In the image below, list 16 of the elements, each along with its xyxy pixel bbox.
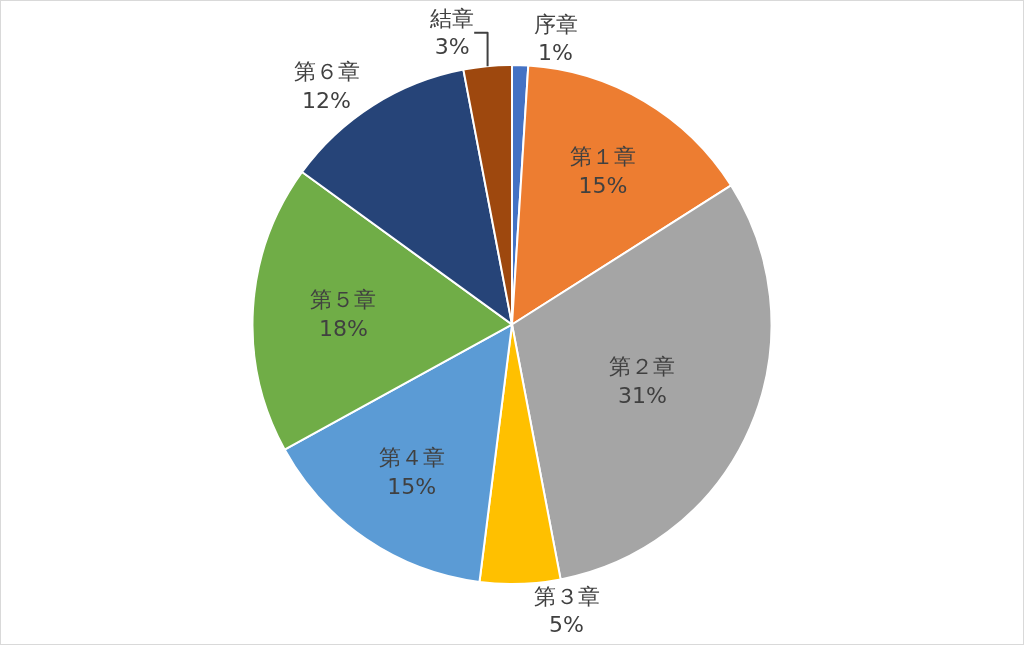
slice-label: 第３章 — [533, 583, 600, 609]
slice-label: 第１章 — [569, 144, 636, 170]
slice-label: 第２章 — [609, 354, 676, 380]
slice-label: 結章 — [429, 5, 475, 31]
slice-label: 第６章 — [293, 59, 360, 85]
data-label: 15% — [387, 473, 437, 499]
data-label: 18% — [318, 315, 368, 341]
data-label: 31% — [617, 382, 667, 408]
data-label: 5% — [549, 612, 584, 638]
data-label: 3% — [434, 34, 470, 60]
slice-label: 第５章 — [310, 287, 377, 313]
slice-label: 序章 — [533, 11, 578, 37]
data-label: 12% — [302, 88, 352, 114]
data-label: 15% — [578, 172, 628, 198]
slice-label: 第４章 — [378, 445, 445, 471]
data-label: 1% — [538, 40, 573, 66]
